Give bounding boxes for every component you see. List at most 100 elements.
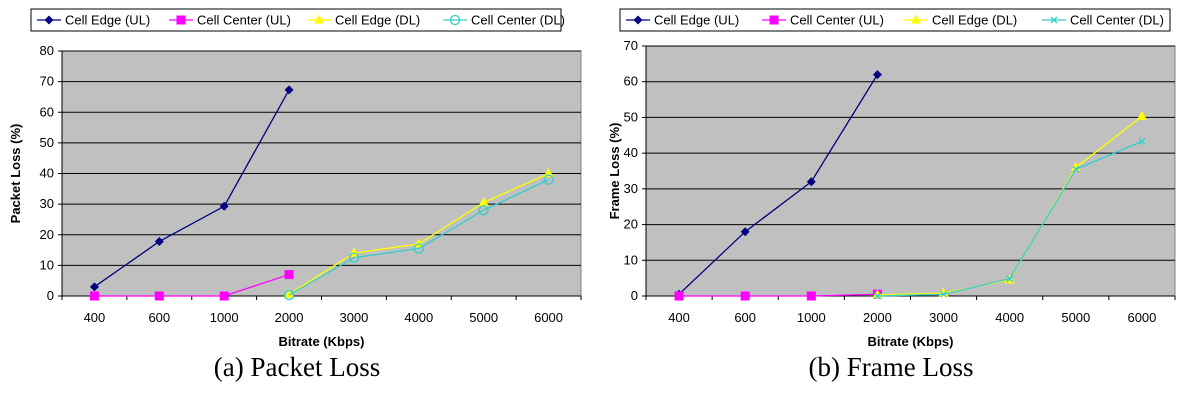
- legend-item-cell-edge-ul: Cell Edge (UL): [626, 13, 739, 28]
- chart-panel-frame-loss: 0 10 20 30 40 50 60 70 400 600 1000 2000 3000 4000 500…: [594, 0, 1188, 398]
- y-tick-label: 70: [40, 74, 54, 89]
- legend-marker: [176, 15, 186, 25]
- legend: Cell Edge (UL) Cell Center (UL) Cell Edge …: [619, 8, 1171, 32]
- data-point: [740, 291, 750, 301]
- legend-label: Cell Center (UL): [197, 13, 291, 28]
- packet-loss-chart: 0 10 20 30 40 50 60 70 80 400 600 1000 2000 3000 4000 5…: [8, 8, 582, 349]
- data-point: [1138, 137, 1146, 145]
- y-tick-label: 10: [624, 252, 638, 267]
- data-point: [284, 270, 294, 280]
- data-point: [940, 290, 948, 298]
- y-tick-label: 20: [40, 227, 54, 242]
- data-point: [154, 236, 164, 246]
- data-point: [283, 289, 295, 301]
- series-line: [288, 179, 549, 296]
- x-tick-label: 3000: [339, 310, 368, 325]
- legend-marker: [1050, 16, 1058, 24]
- data-point: [872, 70, 882, 80]
- x-tick-label: 400: [668, 310, 690, 325]
- y-tick-label: 60: [624, 74, 638, 89]
- legend-item-cell-center-ul: Cell Center (UL): [169, 13, 291, 28]
- x-tick-label: 400: [84, 310, 106, 325]
- y-tick-label: 0: [631, 288, 638, 303]
- legend: Cell Edge (UL) Cell Center (UL) Cell Edge …: [30, 8, 565, 32]
- y-axis-label: Packet Loss (%): [8, 124, 23, 224]
- series-line: [94, 89, 290, 288]
- legend-label: Cell Center (UL): [790, 13, 884, 28]
- legend-item-cell-center-dl: Cell Center (DL): [443, 13, 565, 28]
- data-point: [674, 291, 684, 301]
- series-line: [679, 293, 878, 297]
- y-tick-label: 70: [624, 38, 638, 53]
- legend-item-cell-center-dl: Cell Center (DL): [1042, 13, 1164, 28]
- y-tick-label: 60: [40, 104, 54, 119]
- data-point: [543, 174, 554, 185]
- y-tick-label: 80: [40, 43, 54, 58]
- y-tick-label: 50: [624, 109, 638, 124]
- plot-area: [645, 45, 1176, 297]
- series-line: [678, 74, 878, 295]
- data-point: [284, 85, 294, 95]
- x-tick-label: 1000: [210, 310, 239, 325]
- y-tick-label: 20: [624, 217, 638, 232]
- series-cell-edge-ul: [89, 85, 294, 292]
- data-point: [1006, 275, 1014, 283]
- legend-marker: [449, 14, 461, 26]
- x-tick-label: 600: [734, 310, 756, 325]
- legend-box: [30, 8, 562, 32]
- data-point: [284, 288, 295, 298]
- series-cell-edge-ul: [674, 70, 882, 299]
- series-line: [94, 273, 290, 297]
- x-tick-label: 5000: [469, 310, 498, 325]
- legend-item-cell-edge-dl: Cell Edge (DL): [307, 13, 420, 28]
- series-cell-center-dl: [283, 174, 554, 301]
- legend-marker: [314, 14, 324, 24]
- legend-marker: [44, 15, 54, 25]
- y-tick-label: 10: [40, 257, 54, 272]
- y-tick-label: 40: [624, 145, 638, 160]
- data-point: [478, 205, 489, 216]
- frame-loss-chart: 0 10 20 30 40 50 60 70 400 600 1000 2000 3000 4000 500…: [607, 8, 1176, 349]
- x-tick-label: 6000: [534, 310, 563, 325]
- legend-label: Cell Center (DL): [471, 13, 565, 28]
- data-point: [543, 168, 554, 177]
- y-tick-label: 0: [47, 288, 54, 303]
- legend-item-cell-edge-dl: Cell Edge (DL): [904, 13, 1017, 28]
- data-point: [89, 291, 99, 301]
- legend-label: Cell Edge (UL): [654, 13, 739, 28]
- x-tick-label: 2000: [275, 310, 304, 325]
- data-point: [1072, 165, 1080, 173]
- legend-marker: [769, 15, 779, 25]
- legend-label: Cell Edge (DL): [932, 13, 1017, 28]
- chart-panel-packet-loss: 0 10 20 30 40 50 60 70 80 400 600 1000 2000 3000 4000 5…: [8, 8, 582, 382]
- legend-item-cell-center-ul: Cell Center (UL): [762, 13, 884, 28]
- legend-box: [619, 8, 1171, 32]
- x-tick-label: 4000: [995, 310, 1024, 325]
- x-axis-label: Bitrate (Kbps): [279, 334, 365, 349]
- legend-item-cell-edge-ul: Cell Edge (UL): [37, 13, 150, 28]
- legend-marker: [911, 14, 921, 24]
- legend-marker: [633, 15, 643, 25]
- legend-label: Cell Edge (DL): [335, 13, 420, 28]
- x-tick-label: 6000: [1127, 310, 1156, 325]
- series-cell-center-ul: [89, 270, 294, 301]
- y-tick-label: 30: [40, 196, 54, 211]
- data-point: [873, 292, 881, 300]
- x-tick-label: 4000: [404, 310, 433, 325]
- x-tick-label: 5000: [1061, 310, 1090, 325]
- series-cell-center-dl: [873, 137, 1146, 300]
- data-point: [806, 177, 816, 187]
- legend-label: Cell Center (DL): [1070, 13, 1164, 28]
- data-point: [806, 291, 816, 301]
- data-point: [154, 291, 164, 301]
- x-tick-label: 1000: [797, 310, 826, 325]
- legend-label: Cell Edge (UL): [65, 13, 150, 28]
- x-tick-label: 2000: [863, 310, 892, 325]
- x-tick-label: 3000: [929, 310, 958, 325]
- caption-frame-loss: (b) Frame Loss: [808, 352, 974, 382]
- data-point: [219, 291, 229, 301]
- data-point: [413, 243, 424, 254]
- data-point: [89, 282, 99, 292]
- data-point: [740, 227, 750, 237]
- y-tick-label: 40: [40, 166, 54, 181]
